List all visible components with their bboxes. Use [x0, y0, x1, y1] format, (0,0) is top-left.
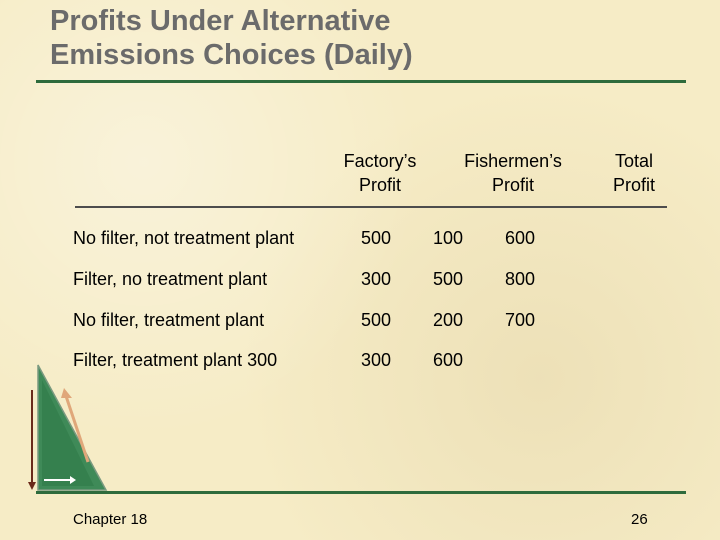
- table-row: No filter, not treatment plant 500 100 6…: [0, 225, 720, 251]
- triangle-decoration-icon: [28, 364, 108, 491]
- row-factory-value: 500: [361, 228, 392, 248]
- table-row: No filter, treatment plant 500 200 700: [0, 307, 720, 333]
- row-label: Filter, treatment plant 300: [73, 350, 278, 370]
- row-factory-value: 300: [361, 269, 392, 289]
- row-fishermen-value: 100: [433, 228, 464, 248]
- header-divider: [75, 206, 667, 208]
- row-label: No filter, treatment plant: [73, 310, 265, 330]
- row-factory-value: 300: [361, 350, 392, 370]
- header-factory-line1: Factory’s: [343, 151, 417, 171]
- row-total-value: 800: [505, 269, 536, 289]
- table-row: Filter, no treatment plant 300 500 800: [0, 266, 720, 292]
- header-fishermen-profit: Fishermen’s Profit: [448, 149, 578, 197]
- chapter-label: Chapter 18: [73, 511, 148, 528]
- page-number: 26: [631, 511, 648, 528]
- row-fishermen-value: 200: [433, 310, 464, 330]
- table-row: Filter, treatment plant 300 300 600: [0, 347, 720, 373]
- row-factory-value: 500: [361, 310, 392, 330]
- footer-divider: [36, 491, 686, 494]
- header-fishermen-line1: Fishermen’s: [464, 151, 562, 171]
- header-factory-profit: Factory’s Profit: [330, 149, 430, 197]
- slide-title-line-2: Emissions Choices (Daily): [50, 39, 413, 71]
- row-total-value: 700: [505, 310, 536, 330]
- header-fishermen-line2: Profit: [491, 175, 534, 195]
- row-fishermen-value: 600: [433, 350, 464, 370]
- header-total-profit: Total Profit: [598, 149, 670, 197]
- row-label: No filter, not treatment plant: [73, 228, 295, 248]
- row-label: Filter, no treatment plant: [73, 269, 268, 289]
- title-divider: [36, 80, 686, 83]
- row-fishermen-value: 500: [433, 269, 464, 289]
- header-total-line1: Total: [614, 151, 654, 171]
- slide-title-line-1: Profits Under Alternative: [50, 5, 391, 37]
- header-total-line2: Profit: [612, 175, 655, 195]
- slide-title: Profits Under Alternative Emissions Choi…: [50, 4, 690, 72]
- header-factory-line2: Profit: [358, 175, 401, 195]
- row-total-value: 600: [505, 228, 536, 248]
